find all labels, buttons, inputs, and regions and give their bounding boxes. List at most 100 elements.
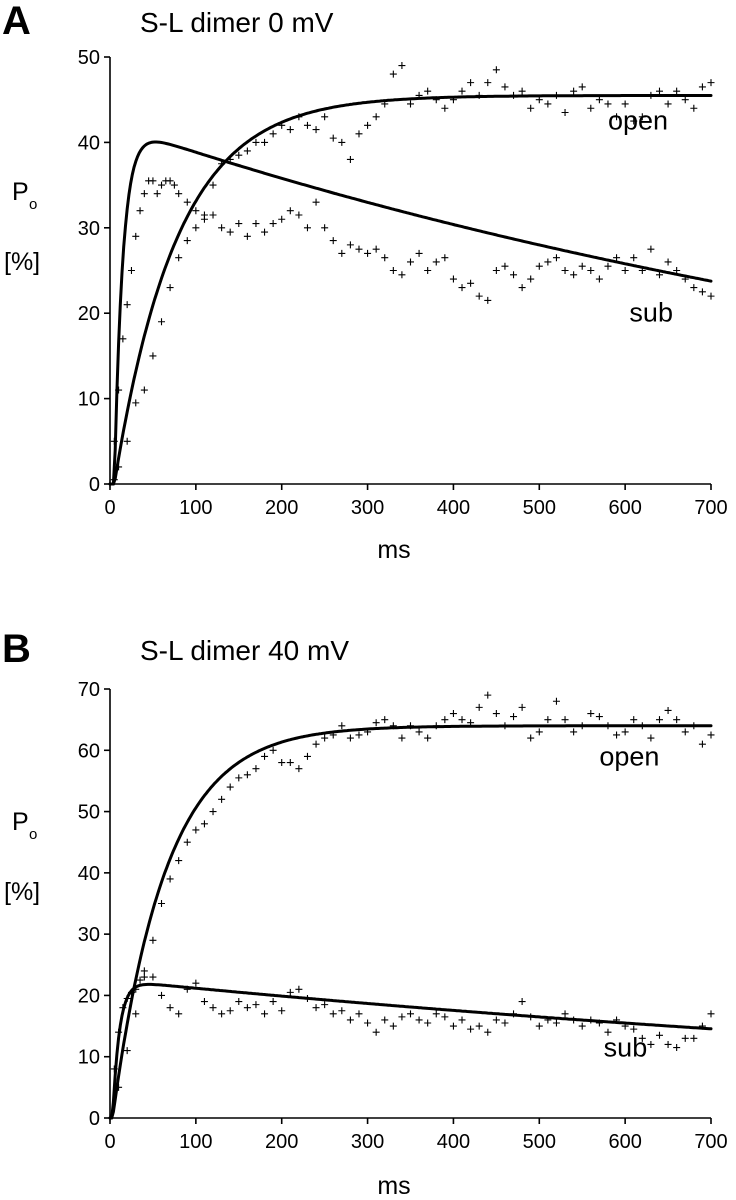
data-point: [707, 292, 715, 300]
fit-curve-sub: [108, 982, 713, 1120]
data-point: [570, 271, 578, 279]
data-point: [467, 79, 475, 87]
data-point: [655, 87, 663, 95]
series-label-open: open: [608, 106, 668, 136]
data-point: [501, 1019, 509, 1027]
data-point: [295, 985, 303, 993]
data-point: [372, 719, 380, 727]
data-point: [303, 224, 311, 232]
data-point: [372, 113, 380, 121]
data-point: [235, 220, 243, 228]
data-point: [604, 1028, 612, 1036]
x-tick-label: 500: [523, 1131, 556, 1153]
data-point: [269, 998, 277, 1006]
data-point: [424, 267, 432, 274]
data-point: [321, 1001, 329, 1009]
y-tick-label: 10: [78, 1047, 100, 1069]
x-tick-label: 600: [608, 1131, 641, 1153]
data-point: [415, 249, 423, 257]
y-axis-label: P o [%]: [4, 178, 40, 276]
x-tick-label: 400: [437, 497, 470, 519]
data-point: [166, 177, 174, 185]
data-point: [415, 1016, 423, 1024]
data-point: [630, 716, 638, 724]
data-point: [140, 190, 148, 198]
series-label-sub: sub: [629, 298, 673, 328]
data-point: [698, 288, 706, 296]
data-point: [398, 1013, 406, 1021]
data-point: [329, 1010, 337, 1018]
data-point: [209, 181, 217, 189]
panel-letter: A: [2, 0, 31, 43]
data-point: [630, 117, 638, 125]
data-point: [441, 716, 449, 724]
data-point: [372, 245, 380, 253]
data-point: [303, 121, 311, 129]
data-point: [492, 1016, 500, 1024]
x-tick-label: 200: [265, 497, 298, 519]
data-point: [552, 1019, 560, 1027]
y-tick-label: 40: [78, 863, 100, 885]
data-point: [432, 1010, 440, 1018]
data-point: [123, 1047, 131, 1055]
y-axis-label-unit: [%]: [4, 878, 40, 906]
y-tick-label: 50: [78, 47, 100, 69]
y-tick-label: 40: [78, 132, 100, 154]
data-point: [149, 973, 157, 981]
data-point: [458, 1016, 466, 1024]
data-point: [501, 262, 509, 270]
data-point: [321, 224, 329, 232]
data-point: [136, 207, 144, 215]
data-point: [218, 1010, 226, 1018]
data-point: [707, 1010, 715, 1018]
series-label-open: open: [599, 742, 659, 772]
y-tick-label: 0: [89, 1108, 100, 1130]
data-point: [570, 87, 578, 95]
data-point: [252, 220, 260, 228]
data-point: [552, 254, 560, 262]
data-point: [458, 284, 466, 292]
data-point: [192, 826, 200, 834]
data-point: [209, 1004, 217, 1012]
data-point: [153, 190, 161, 198]
data-point: [269, 130, 277, 138]
data-point: [338, 138, 346, 146]
x-tick-label: 200: [265, 1131, 298, 1153]
data-point: [235, 998, 243, 1006]
chart-title: S-L dimer 0 mV: [140, 7, 334, 38]
data-point: [441, 104, 449, 112]
data-point: [346, 734, 354, 742]
x-tick-label: 100: [179, 497, 212, 519]
data-point: [475, 1022, 483, 1030]
data-point: [192, 224, 200, 232]
y-axis-label-main: P: [12, 808, 29, 836]
x-tick-label: 0: [104, 497, 115, 519]
y-axis-label-main: P: [12, 178, 29, 206]
data-point: [132, 399, 140, 407]
data-point: [278, 759, 286, 767]
data-point: [158, 181, 166, 189]
data-point: [655, 716, 663, 724]
panel-letter: B: [2, 627, 31, 671]
data-point: [261, 752, 269, 760]
data-point: [398, 734, 406, 742]
data-point: [329, 237, 337, 245]
data-point: [389, 1022, 397, 1030]
data-point: [158, 900, 166, 907]
data-point: [510, 713, 518, 721]
data-point: [561, 716, 569, 724]
data-point: [621, 728, 629, 736]
data-point: [312, 126, 320, 134]
data-point: [681, 1034, 689, 1042]
data-point: [604, 100, 612, 108]
data-point: [243, 232, 251, 240]
data-point: [518, 87, 526, 95]
data-point: [561, 109, 569, 117]
y-axis-label-subscript: o: [29, 196, 37, 213]
data-point: [595, 96, 603, 104]
data-point: [321, 113, 329, 121]
data-point: [389, 267, 397, 274]
data-point: [458, 716, 466, 724]
data-point: [613, 254, 621, 262]
